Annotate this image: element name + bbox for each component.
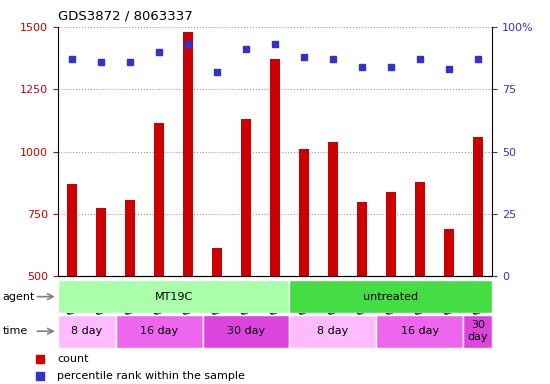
- Bar: [270, 59, 280, 276]
- Bar: [299, 149, 309, 276]
- Bar: [183, 32, 193, 276]
- Text: percentile rank within the sample: percentile rank within the sample: [57, 371, 245, 381]
- Text: 30 day: 30 day: [227, 326, 265, 336]
- Text: 16 day: 16 day: [140, 326, 178, 336]
- Bar: [289, 280, 492, 313]
- Bar: [58, 315, 116, 348]
- Bar: [463, 315, 492, 348]
- Bar: [202, 315, 289, 348]
- Bar: [357, 202, 367, 276]
- Bar: [67, 184, 78, 276]
- Bar: [472, 137, 483, 276]
- Bar: [241, 119, 251, 276]
- Text: GDS3872 / 8063337: GDS3872 / 8063337: [58, 10, 192, 23]
- Text: 8 day: 8 day: [317, 326, 349, 336]
- Bar: [125, 200, 135, 276]
- Text: time: time: [3, 326, 28, 336]
- Bar: [415, 182, 425, 276]
- Bar: [289, 315, 376, 348]
- Text: MT19C: MT19C: [155, 291, 192, 302]
- Text: 16 day: 16 day: [401, 326, 439, 336]
- Bar: [376, 315, 463, 348]
- Bar: [328, 142, 338, 276]
- Text: agent: agent: [3, 291, 35, 302]
- Bar: [444, 229, 454, 276]
- Text: count: count: [57, 354, 89, 364]
- Bar: [96, 208, 106, 276]
- Text: 30
day: 30 day: [468, 320, 488, 342]
- Bar: [116, 315, 202, 348]
- Text: untreated: untreated: [364, 291, 419, 302]
- Bar: [212, 248, 222, 276]
- Bar: [58, 280, 289, 313]
- Text: 8 day: 8 day: [71, 326, 102, 336]
- Bar: [154, 123, 164, 276]
- Bar: [386, 192, 396, 276]
